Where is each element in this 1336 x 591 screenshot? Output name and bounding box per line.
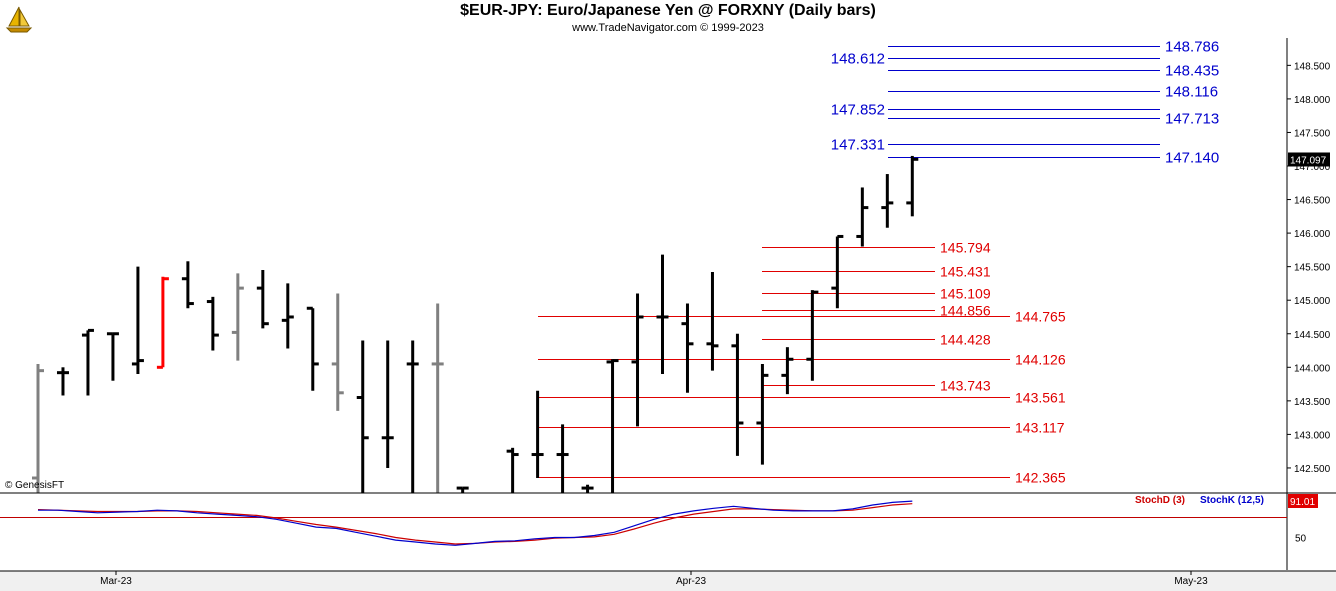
- price-tick-label: 145.000: [1294, 296, 1331, 307]
- level-label: 147.140: [1165, 150, 1219, 167]
- date-tick-label: May-23: [1174, 576, 1208, 587]
- stochd-line: [37, 503, 913, 545]
- price-tick-label: 145.500: [1294, 263, 1331, 274]
- chart-subtitle: www.TradeNavigator.com © 1999-2023: [572, 22, 764, 34]
- price-axis: 148.500 148.000 147.500 147.000 146.500 146.0…: [1286, 38, 1336, 571]
- level-label: 148.786: [1165, 39, 1219, 56]
- level-label: 145.109: [940, 286, 991, 302]
- last-price-label: 147.097: [1290, 155, 1327, 166]
- level-label: 143.743: [940, 378, 991, 394]
- indicator-value-flag: [1288, 494, 1318, 508]
- price-tick-label: 142.500: [1294, 464, 1331, 475]
- price-tick-label: 147.500: [1294, 128, 1331, 139]
- sailboat-logo-icon: [4, 4, 34, 34]
- fibonacci-levels: 148.786 148.612 148.435 148.116 147.852 147.7…: [538, 39, 1219, 486]
- price-tick-label: 143.500: [1294, 397, 1331, 408]
- stochk-line: [38, 500, 913, 546]
- level-label: 145.431: [940, 264, 991, 280]
- price-tick-label: 146.500: [1294, 196, 1331, 207]
- stochastic-panel: StochD (3) StochK (12,5) 91.01 50: [0, 492, 1336, 546]
- chart-title: $EUR-JPY: Euro/Japanese Yen @ FORXNY (Da…: [460, 2, 876, 19]
- indicator-value-label: 91.01: [1290, 497, 1315, 508]
- date-tick-label: Apr-23: [676, 576, 706, 587]
- date-tick-label: Mar-23: [100, 576, 132, 587]
- ohlc-bars: [32, 155, 919, 493]
- level-label: 148.612: [831, 51, 885, 68]
- level-label: 147.852: [831, 102, 885, 119]
- level-label: 142.365: [1015, 470, 1066, 486]
- level-label: 144.856: [940, 303, 991, 319]
- date-axis: Mar-23 Apr-23 May-23: [0, 570, 1336, 591]
- price-tick-label: 147.000: [1294, 162, 1331, 173]
- level-label: 144.428: [940, 332, 991, 348]
- price-axis-background: [1288, 38, 1336, 571]
- level-label: 143.117: [1015, 420, 1065, 436]
- level-label: 145.794: [940, 240, 991, 256]
- genesis-watermark: © GenesisFT: [5, 480, 65, 491]
- price-tick-label: 148.500: [1294, 61, 1331, 72]
- price-tick-label: 143.000: [1294, 430, 1331, 441]
- indicator-legend-label: StochD (3): [1135, 495, 1185, 506]
- date-axis-background: [0, 571, 1336, 591]
- indicator-tick-label: 50: [1295, 534, 1307, 545]
- level-label: 148.435: [1165, 63, 1219, 80]
- level-label: 148.116: [1165, 84, 1218, 101]
- level-label: 147.331: [831, 137, 885, 154]
- price-tick-label: 146.000: [1294, 229, 1331, 240]
- level-label: 144.126: [1015, 352, 1066, 368]
- chart-header: $EUR-JPY: Euro/Japanese Yen @ FORXNY (Da…: [0, 0, 1336, 38]
- price-tick-label: 148.000: [1294, 95, 1331, 106]
- level-label: 144.765: [1015, 309, 1066, 325]
- last-price-flag: [1288, 152, 1330, 167]
- level-label: 143.561: [1015, 390, 1066, 406]
- level-label: 147.713: [1165, 111, 1219, 128]
- price-tick-label: 144.500: [1294, 330, 1331, 341]
- price-tick-label: 144.000: [1294, 363, 1331, 374]
- indicator-legend-label: StochK (12,5): [1200, 495, 1264, 506]
- price-panel-background: [0, 38, 1287, 493]
